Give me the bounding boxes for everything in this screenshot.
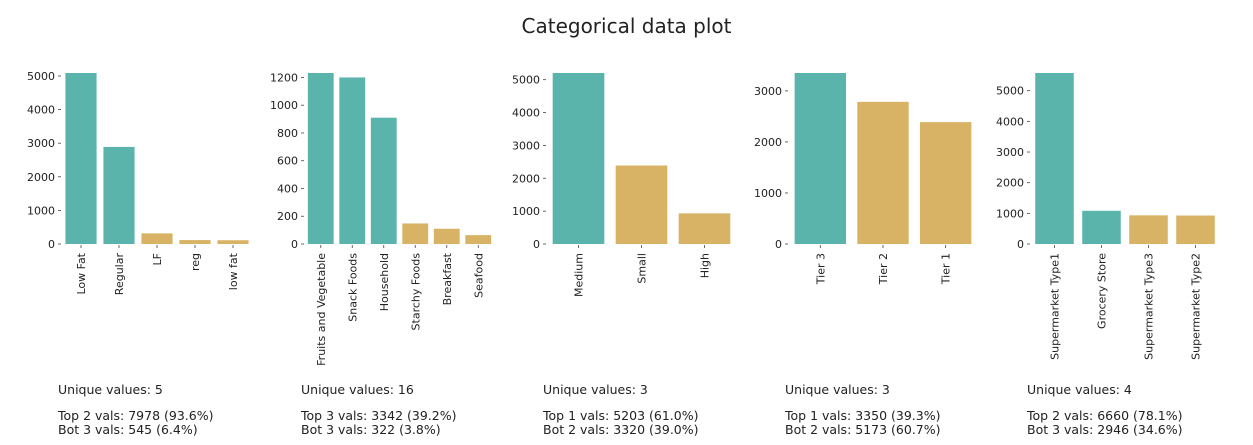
y-tick-label: 5000 — [27, 70, 55, 83]
bar-low-fat — [217, 240, 249, 244]
y-tick-label: 0 — [1017, 238, 1024, 251]
x-tick-label: LF — [151, 253, 164, 265]
bar-snack-foods — [339, 77, 366, 244]
y-tick-label: 4000 — [996, 115, 1024, 128]
x-tick-label: Household — [378, 253, 391, 311]
x-tick-label: Supermarket Type2 — [1190, 253, 1203, 360]
stats-bot: Bot 3 vals: 322 (3.8%) — [301, 422, 441, 437]
bar-tier-1 — [919, 122, 972, 244]
x-tick-label: Supermarket Type1 — [1049, 253, 1062, 360]
stats-bot: Bot 3 vals: 2946 (34.6%) — [1027, 422, 1183, 437]
stats-block-2: Unique values: 16 Top 3 vals: 3342 (39.2%… — [301, 383, 456, 437]
y-tick-label: 0 — [533, 238, 540, 251]
y-tick-label: 1000 — [27, 204, 55, 217]
y-tick-label: 0 — [291, 238, 298, 251]
x-tick-label: Tier 2 — [877, 253, 890, 285]
y-tick-label: 3000 — [512, 139, 540, 152]
y-tick-label: 2000 — [27, 171, 55, 184]
stats-unique: Unique values: 5 — [58, 382, 163, 397]
y-tick-label: 200 — [277, 210, 298, 223]
bar-breakfast — [433, 228, 460, 244]
stats-unique: Unique values: 3 — [785, 382, 890, 397]
bar-high — [678, 213, 731, 244]
bar-lf — [141, 233, 173, 244]
bar-household — [370, 117, 397, 244]
y-tick-label: 1200 — [270, 71, 298, 84]
stats-bot: Bot 2 vals: 3320 (39.0%) — [543, 422, 699, 437]
x-tick-label: Supermarket Type3 — [1143, 253, 1156, 360]
bar-small — [615, 165, 668, 244]
y-tick-label: 0 — [48, 238, 55, 251]
x-tick-label: Medium — [573, 253, 586, 297]
y-tick-label: 1000 — [754, 187, 782, 200]
x-tick-label: Breakfast — [441, 252, 454, 305]
stats-top: Top 2 vals: 7978 (93.6%) — [58, 408, 214, 423]
stats-top: Top 2 vals: 6660 (78.1%) — [1027, 408, 1183, 423]
chart-4: 0 1000 2000 3000 Tier 3 Tier 2 Tier 1 — [754, 73, 972, 285]
bar-supermarket-type2 — [1176, 215, 1215, 244]
stats-unique: Unique values: 4 — [1027, 382, 1132, 397]
page-title: Categorical data plot — [521, 14, 732, 38]
stats-bot: Bot 3 vals: 545 (6.4%) — [58, 422, 198, 437]
x-tick-label: Regular — [113, 253, 126, 296]
bar-medium — [552, 73, 605, 244]
x-tick-label: low fat — [227, 252, 240, 290]
chart-1: 0 1000 2000 3000 4000 5000 Low Fat Regular LF reg… — [27, 70, 249, 295]
x-tick-label: Tier 1 — [940, 253, 953, 285]
chart-3: 0 1000 2000 3000 4000 5000 Medium Small High — [512, 73, 731, 297]
bar-tier-3 — [794, 73, 847, 244]
x-tick-label: Small — [636, 253, 649, 284]
x-tick-label: Seafood — [472, 253, 485, 298]
bar-seafood — [465, 235, 492, 244]
stats-top: Top 1 vals: 5203 (61.0%) — [543, 408, 699, 423]
y-tick-label: 2000 — [512, 172, 540, 185]
stats-block-1: Unique values: 5 Top 2 vals: 7978 (93.6%)… — [58, 383, 213, 437]
bar-tier-2 — [857, 101, 909, 244]
stats-block-4: Unique values: 3 Top 1 vals: 3350 (39.3%)… — [785, 383, 941, 437]
y-tick-label: 2000 — [754, 136, 782, 149]
y-tick-label: 5000 — [512, 74, 540, 87]
x-tick-label: Low Fat — [75, 252, 88, 294]
y-tick-label: 3000 — [754, 85, 782, 98]
stats-block-5: Unique values: 4 Top 2 vals: 6660 (78.1%)… — [1027, 383, 1183, 437]
y-tick-label: 4000 — [27, 104, 55, 117]
x-tick-label: Fruits and Vegetable — [315, 253, 328, 366]
bar-supermarket-type3 — [1129, 215, 1168, 244]
y-tick-label: 600 — [277, 155, 298, 168]
y-tick-label: 4000 — [512, 107, 540, 120]
y-tick-label: 400 — [277, 182, 298, 195]
stats-unique: Unique values: 3 — [543, 382, 648, 397]
bar-low-fat — [65, 73, 97, 244]
bar-grocery-store — [1082, 210, 1121, 244]
y-tick-label: 800 — [277, 127, 298, 140]
stats-top: Top 3 vals: 3342 (39.2%) — [301, 408, 457, 423]
chart-2: 0 200 400 600 800 1000 1200 Fruits and Vegetabl… — [270, 71, 492, 366]
y-tick-label: 1000 — [996, 207, 1024, 220]
bar-supermarket-type1 — [1035, 73, 1074, 244]
y-tick-label: 1000 — [512, 205, 540, 218]
y-tick-label: 5000 — [996, 85, 1024, 98]
bar-starchy-foods — [402, 223, 429, 244]
y-tick-label: 3000 — [996, 146, 1024, 159]
chart-5: 0 1000 2000 3000 4000 5000 Supermarket Type1 Gr… — [996, 73, 1215, 360]
y-tick-label: 0 — [775, 238, 782, 251]
y-tick-label: 3000 — [27, 137, 55, 150]
y-tick-label: 1000 — [270, 99, 298, 112]
x-tick-label: Tier 3 — [814, 253, 827, 285]
x-tick-label: Grocery Store — [1096, 253, 1109, 329]
bar-reg — [179, 240, 211, 244]
stats-unique: Unique values: 16 — [301, 382, 414, 397]
y-tick-label: 2000 — [996, 177, 1024, 190]
bar-regular — [103, 146, 135, 244]
x-tick-label: Snack Foods — [346, 253, 359, 322]
stats-top: Top 1 vals: 3350 (39.3%) — [785, 408, 941, 423]
x-tick-label: Starchy Foods — [409, 253, 422, 331]
stats-block-3: Unique values: 3 Top 1 vals: 5203 (61.0%)… — [543, 383, 699, 437]
x-tick-label: reg — [189, 253, 202, 271]
x-tick-label: High — [699, 253, 712, 278]
bar-fruits-and-vegetable — [307, 73, 334, 244]
stats-bot: Bot 2 vals: 5173 (60.7%) — [785, 422, 941, 437]
